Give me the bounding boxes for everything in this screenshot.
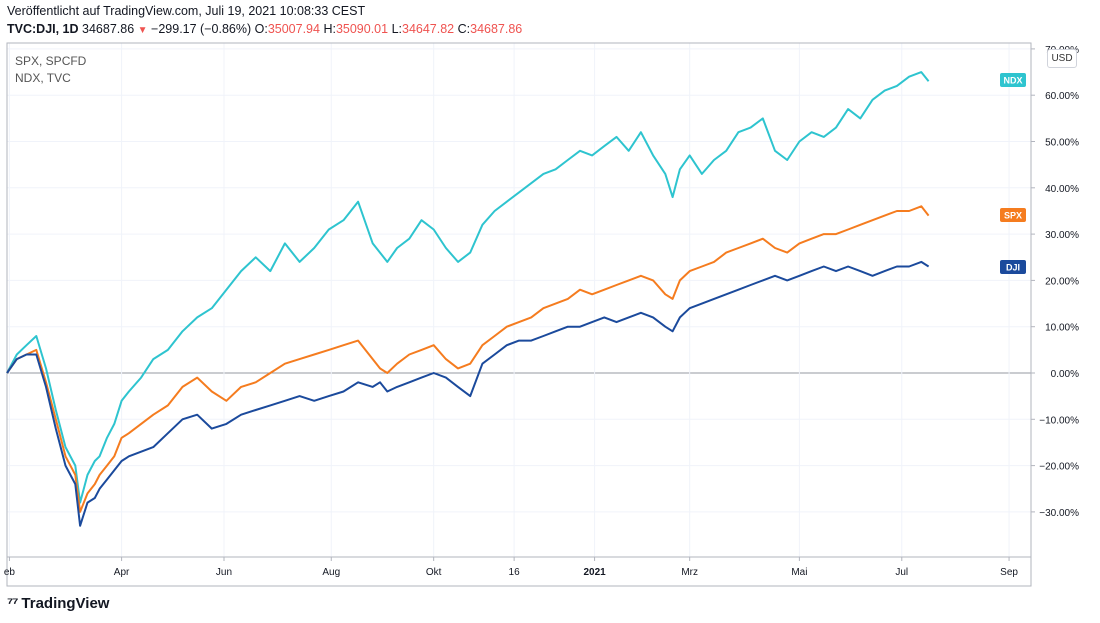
series-line-spx [6, 205, 930, 513]
x-tick-label: Aug [322, 567, 340, 578]
price-axis[interactable]: 70.00%60.00%50.00%40.00%30.00%20.00%10.0… [1031, 45, 1079, 519]
series-layer [6, 71, 930, 527]
brand-name: TradingView [21, 595, 110, 612]
legend-ndx[interactable]: NDX, TVC [15, 71, 71, 85]
open-label: O: [254, 22, 268, 36]
x-tick-label: eb [4, 567, 16, 578]
end-label-bg-ndx [1000, 73, 1026, 87]
y-tick-label: 10.00% [1045, 323, 1079, 334]
end-label-spx: SPX [1004, 211, 1022, 221]
x-tick-label: 2021 [583, 567, 606, 578]
end-label-ndx: NDX [1003, 76, 1022, 86]
x-tick-label: Apr [114, 567, 130, 578]
price-change: −299.17 (−0.86%) [151, 22, 252, 36]
currency-button[interactable]: USD [1047, 49, 1077, 68]
high-value: 35090.01 [335, 22, 389, 36]
series-end-labels: NDX SPX DJI [1000, 73, 1026, 274]
y-tick-label: 50.00% [1045, 138, 1079, 149]
y-tick-label: 60.00% [1045, 91, 1079, 102]
y-tick-label: −20.00% [1039, 462, 1079, 473]
time-axis[interactable]: eb Apr Jun Aug Okt 16 2021 Mrz Mai Jul Sep [4, 557, 1019, 578]
tradingview-logo[interactable]: ⁷⁷ TradingView [7, 595, 109, 612]
ohlc-line: TVC:DJI, 1D 34687.86 ▼ −299.17 (−0.86%) … [7, 22, 522, 36]
x-tick-label: Sep [1000, 567, 1018, 578]
chart-gridlines [7, 43, 1031, 557]
end-label-dji: DJI [1006, 263, 1020, 273]
series-line-dji [6, 260, 930, 527]
x-tick-label: Mai [791, 567, 807, 578]
low-label: L: [391, 22, 402, 36]
y-tick-label: −10.00% [1039, 415, 1079, 426]
y-tick-label: 0.00% [1051, 369, 1079, 380]
down-arrow-icon: ▼ [137, 25, 148, 36]
published-line: Veröffentlicht auf TradingView.com, Juli… [7, 4, 366, 18]
y-tick-label: 40.00% [1045, 184, 1079, 195]
y-tick-label: 30.00% [1045, 230, 1079, 241]
high-label: H: [323, 22, 336, 36]
y-tick-label: −30.00% [1039, 508, 1079, 519]
plot-frame [6, 42, 1032, 587]
x-tick-label: Jul [895, 567, 908, 578]
x-tick-label: Mrz [681, 567, 698, 578]
series-line-ndx [6, 71, 930, 504]
open-value: 35007.94 [267, 22, 320, 36]
x-tick-label: Okt [426, 567, 442, 578]
x-tick-label: Jun [216, 567, 232, 578]
last-price: 34687.86 [82, 22, 135, 36]
close-label: C: [457, 22, 471, 36]
end-label-bg-dji [1000, 260, 1026, 274]
symbol-label[interactable]: TVC:DJI, 1D [7, 22, 79, 36]
y-tick-label: 20.00% [1045, 276, 1079, 287]
low-value: 34647.82 [402, 22, 455, 36]
legend-spx[interactable]: SPX, SPCFD [15, 54, 87, 68]
close-value: 34687.86 [470, 22, 523, 36]
tradingview-logo-icon: ⁷⁷ [7, 595, 18, 612]
x-tick-label: 16 [509, 567, 521, 578]
end-label-bg-spx [1000, 208, 1026, 222]
